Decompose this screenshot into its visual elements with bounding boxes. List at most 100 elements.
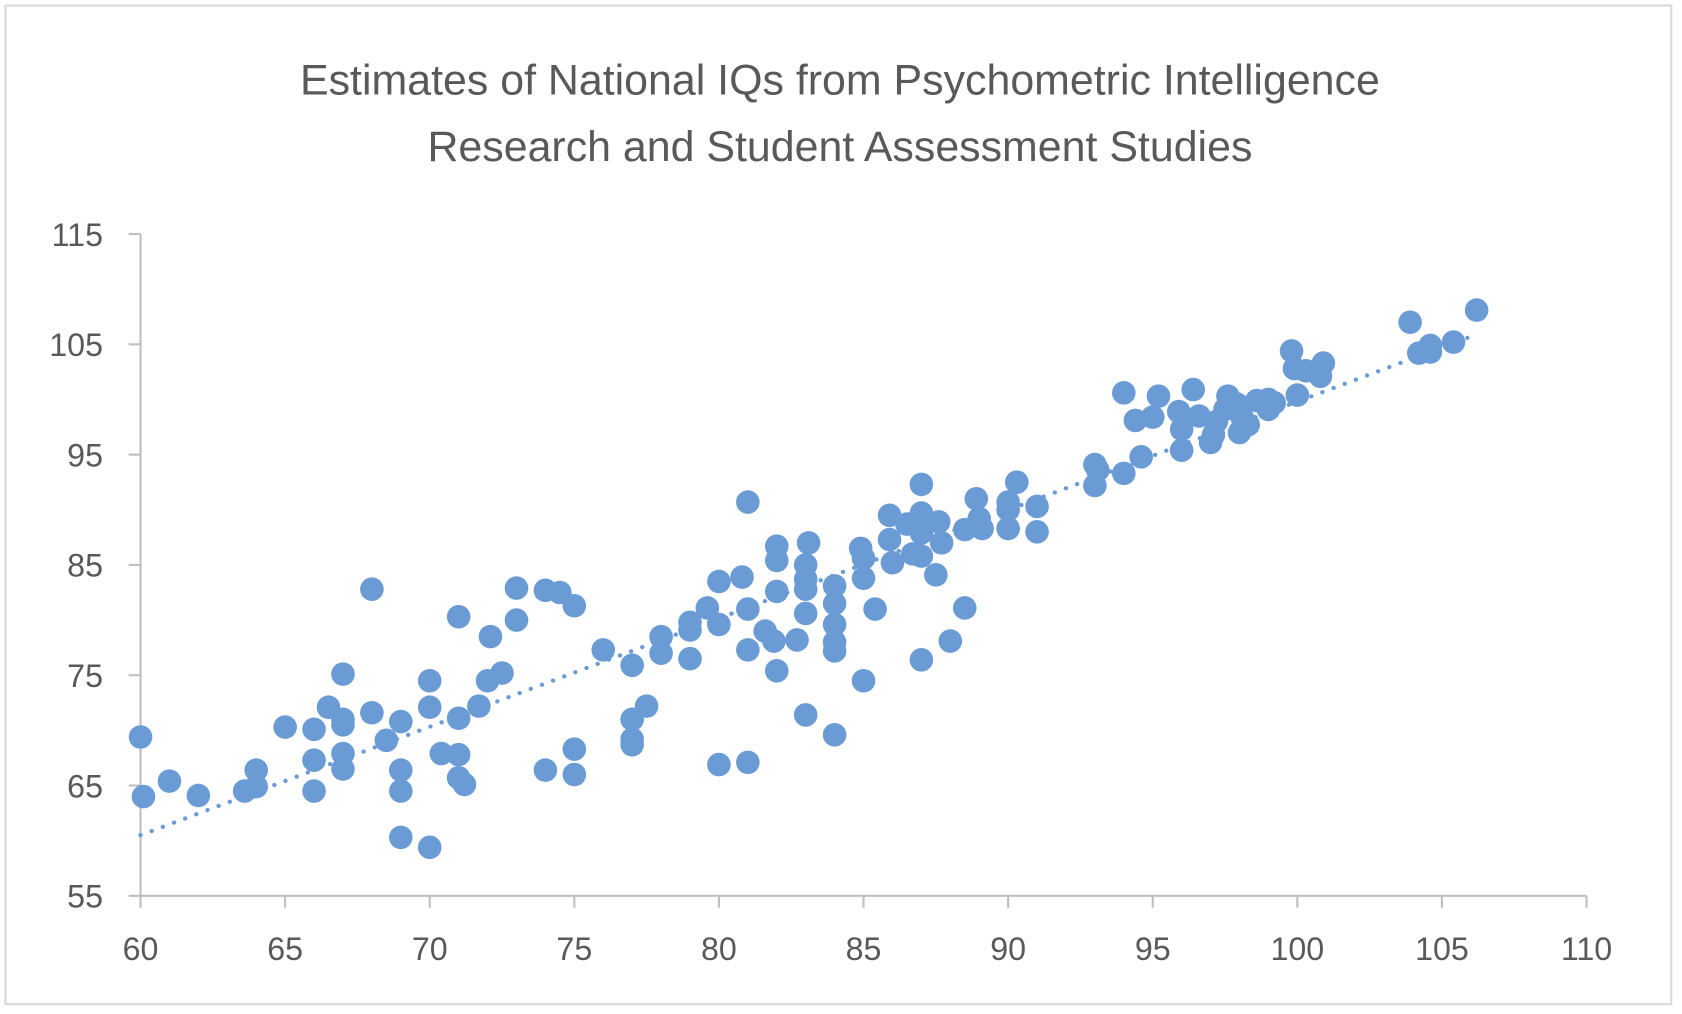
data-point — [504, 576, 529, 600]
data-point — [796, 531, 821, 555]
data-point — [446, 742, 471, 767]
data-point — [762, 629, 786, 653]
data-point — [736, 750, 760, 775]
data-point — [1169, 417, 1194, 442]
data-point — [909, 472, 934, 497]
data-point — [446, 604, 471, 629]
data-point — [764, 579, 789, 604]
data-point — [620, 732, 644, 757]
data-point — [1236, 413, 1260, 437]
data-point — [952, 596, 977, 620]
data-point — [302, 779, 326, 803]
data-point — [822, 591, 847, 616]
data-point — [157, 769, 182, 793]
data-point — [389, 779, 413, 803]
data-point — [822, 723, 847, 747]
data-point — [695, 596, 720, 620]
data-point — [822, 574, 847, 598]
y-tick-label: 75 — [67, 658, 103, 694]
data-point — [562, 593, 587, 618]
data-point — [822, 639, 847, 663]
data-point — [1418, 340, 1443, 364]
x-tick-label: 70 — [412, 931, 448, 967]
data-point — [131, 784, 156, 809]
x-tick-label: 105 — [1415, 931, 1469, 967]
y-tick-label: 105 — [49, 327, 103, 363]
data-point — [938, 629, 963, 653]
data-point — [909, 521, 934, 545]
data-point — [504, 608, 529, 632]
data-point — [591, 638, 616, 662]
data-point — [1279, 339, 1304, 363]
x-tick-label: 100 — [1270, 931, 1324, 967]
y-tick-label: 85 — [67, 548, 103, 584]
x-tick-label: 60 — [123, 931, 159, 967]
data-point — [389, 709, 413, 734]
data-point — [1112, 381, 1136, 405]
data-point — [877, 503, 902, 528]
y-tick-label: 65 — [67, 768, 103, 804]
data-point — [1112, 461, 1136, 486]
data-point — [880, 550, 905, 575]
data-point — [1140, 405, 1165, 429]
data-point — [1169, 438, 1194, 463]
data-point — [1085, 458, 1110, 482]
data-point — [909, 501, 934, 525]
data-point — [417, 695, 442, 720]
data-point — [678, 618, 702, 642]
data-point — [1441, 330, 1466, 354]
chart-title-line-1: Estimates of National IQs from Psychomet… — [300, 57, 1380, 105]
data-point — [634, 694, 659, 718]
data-point — [1262, 390, 1286, 415]
data-point — [1025, 520, 1049, 544]
data-point — [863, 597, 887, 621]
data-point — [360, 577, 384, 601]
x-tick-label: 80 — [701, 931, 737, 967]
data-point — [851, 566, 876, 590]
data-point — [851, 668, 876, 693]
data-point — [1181, 377, 1206, 402]
x-tick-label: 95 — [1135, 931, 1171, 967]
data-point — [707, 612, 731, 637]
data-point — [302, 748, 326, 772]
data-point — [1025, 494, 1049, 519]
data-point — [128, 725, 153, 749]
data-point — [926, 510, 951, 534]
data-point — [533, 758, 558, 782]
data-point — [490, 661, 514, 685]
data-point — [446, 706, 471, 731]
data-point — [678, 646, 702, 671]
data-point — [562, 737, 587, 761]
data-point — [793, 553, 818, 577]
data-point — [273, 715, 297, 739]
data-point — [649, 641, 673, 665]
data-point — [562, 762, 587, 787]
data-point — [1311, 351, 1336, 375]
data-point — [929, 531, 954, 555]
data-point — [1166, 399, 1191, 424]
data-point — [924, 563, 948, 587]
data-point — [909, 647, 934, 672]
data-point — [822, 612, 847, 637]
data-point — [186, 783, 211, 808]
data-point — [736, 490, 760, 514]
chart-title-line-2: Research and Student Assessment Studies — [427, 123, 1252, 171]
data-point — [970, 516, 994, 541]
x-tick-label: 85 — [846, 931, 882, 967]
data-point — [1146, 384, 1171, 408]
data-point — [785, 628, 809, 652]
data-point — [1129, 445, 1153, 469]
data-point — [331, 713, 355, 737]
data-point — [620, 653, 644, 678]
data-point — [302, 717, 326, 742]
data-point — [764, 548, 789, 573]
y-tick-label: 95 — [67, 437, 103, 473]
x-tick-label: 65 — [267, 931, 303, 967]
data-point — [389, 758, 413, 782]
data-point — [793, 703, 818, 727]
data-point — [707, 569, 731, 594]
data-point — [417, 835, 442, 860]
chart-border — [4, 4, 1673, 1006]
y-tick-label: 115 — [52, 217, 103, 253]
